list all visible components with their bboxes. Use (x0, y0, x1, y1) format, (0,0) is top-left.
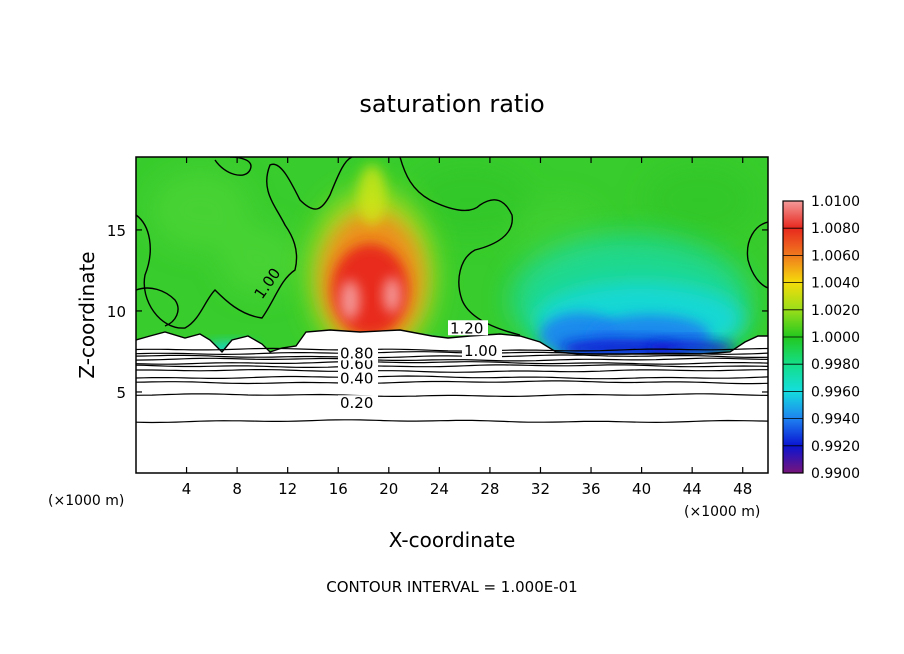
x-tick-label: 40 (632, 480, 651, 498)
lower-blank-region (136, 330, 768, 473)
colorbar-label: 1.0060 (811, 248, 860, 264)
contour-label-background (338, 395, 378, 411)
x-tick-label: 36 (581, 480, 600, 498)
contour-label: 0.40 (340, 369, 373, 387)
contour-line-horizontal (136, 361, 768, 365)
x-tick-label: 28 (480, 480, 499, 498)
contour-line-horizontal (136, 357, 768, 362)
contour-label-background (462, 342, 502, 358)
colorbar-label: 1.0040 (811, 276, 860, 292)
contour-line-horizontal (136, 364, 768, 368)
contour-1.00-right (746, 221, 768, 289)
x-unit-label-left: (×1000 m) (48, 493, 124, 509)
contour-label: 1.00 (464, 342, 497, 360)
contour-label-background (448, 320, 488, 336)
colorbar: 1.0100 1.0080 1.0060 1.0040 1.0020 1.0000 0.99… (782, 194, 860, 482)
x-tick-label: 12 (278, 480, 297, 498)
field-texture-upper (150, 165, 755, 295)
contour-label: 0.20 (340, 394, 373, 412)
contour-label: 1.20 (450, 319, 483, 337)
chart-title: saturation ratio (359, 90, 544, 118)
y-tick-label: 5 (116, 384, 126, 402)
contour-interval-footer: CONTOUR INTERVAL = 1.000E-01 (326, 578, 577, 596)
colorbar-label: 1.0000 (811, 330, 860, 346)
contour-line-horizontal (136, 354, 768, 359)
contour-1.00-small-loop (214, 157, 252, 176)
contour-line-horizontal (136, 419, 768, 424)
y-tick-label: 10 (107, 303, 126, 321)
horizontal-contour-stack (136, 347, 768, 424)
contour-label-background (338, 345, 378, 361)
y-axis-ticks: 5 10 15 (107, 222, 768, 402)
x-tick-label: 8 (232, 480, 242, 498)
contour-line-horizontal (136, 375, 768, 380)
contour-1.00-upper-left (136, 157, 353, 329)
x-tick-label: 32 (531, 480, 550, 498)
contour-label: 0.80 (340, 344, 373, 362)
contour-line-horizontal (136, 393, 768, 397)
colorbar-label: 0.9900 (811, 466, 860, 482)
contour-line-horizontal (136, 351, 768, 356)
x-tick-label: 20 (379, 480, 398, 498)
contour-labels: 0.200.400.600.80 1.001.20 (338, 319, 502, 412)
x-tick-label: 48 (733, 480, 752, 498)
contour-1.00-left-loop (136, 287, 179, 327)
x-tick-label: 44 (683, 480, 702, 498)
x-axis-ticks: 4 8 12 16 20 24 28 32 36 40 44 48 (182, 157, 752, 498)
plot-frame (135, 156, 769, 474)
contour-line-horizontal (136, 347, 768, 352)
contour-1.00-upper-mid (399, 157, 521, 336)
contour-line-horizontal (136, 369, 768, 373)
colorbar-label: 0.9960 (811, 384, 860, 400)
x-tick-label: 4 (182, 480, 192, 498)
plume-region (310, 165, 434, 360)
colorbar-label: 0.9920 (811, 439, 860, 455)
x-tick-label: 16 (329, 480, 348, 498)
y-tick-label: 15 (107, 222, 126, 240)
x-axis-title: X-coordinate (389, 528, 516, 552)
colorbar-label: 0.9940 (811, 412, 860, 428)
colorbar-label: 1.0020 (811, 303, 860, 319)
x-tick-label: 24 (430, 480, 449, 498)
saturation-field (136, 157, 768, 473)
colorbar-label: 1.0100 (811, 194, 860, 210)
colorbar-label: 0.9980 (811, 357, 860, 373)
colorbar-label: 1.0080 (811, 221, 860, 237)
x-unit-label-right: (×1000 m) (684, 504, 760, 520)
contour-line-horizontal (136, 380, 768, 385)
y-axis-title: Z-coordinate (75, 251, 99, 378)
contour-label-background (338, 370, 378, 386)
